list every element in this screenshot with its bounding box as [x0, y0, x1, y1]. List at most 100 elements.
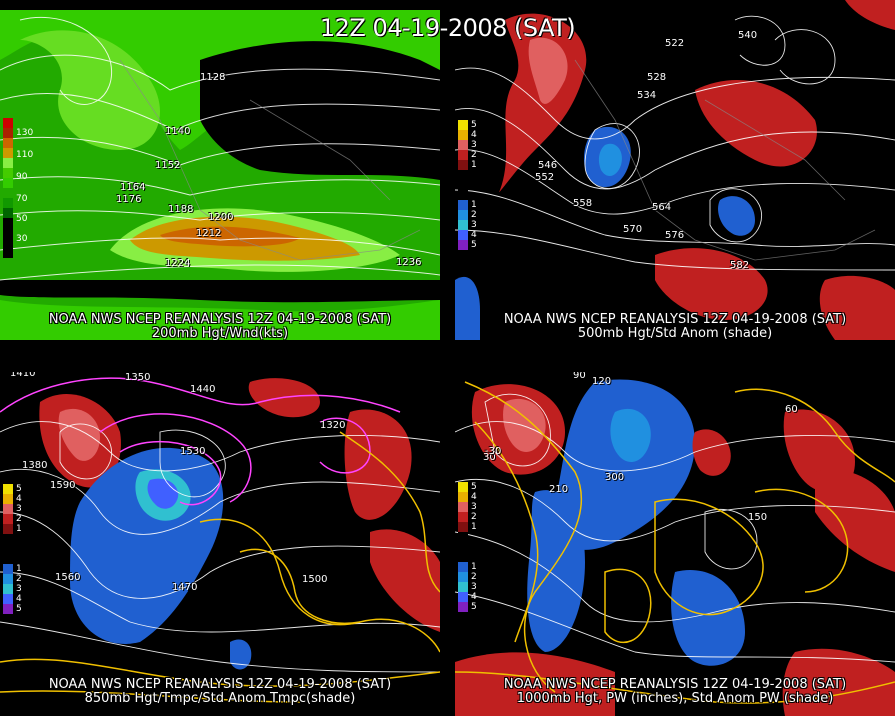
colorbar-label: 1: [16, 564, 22, 574]
contour-label: 90: [573, 372, 586, 381]
caption-line-1: NOAA NWS NCEP REANALYSIS 12Z 04-19-2008 …: [48, 312, 392, 327]
chart-title: 12Z 04-19-2008 (SAT): [319, 14, 576, 42]
colorbar-label: 4: [471, 130, 477, 140]
caption-line-1: NOAA NWS NCEP REANALYSIS 12Z 04-19-2008 …: [503, 312, 847, 327]
contour-label: -30: [485, 446, 502, 457]
contour-label: 1152: [155, 160, 181, 171]
panel-850mb: 5 4 3 2 1 1 2 3 4 5 1410 1380 1350 1440 …: [0, 372, 440, 716]
colorbar-label: 2: [16, 514, 22, 524]
panel-1000mb-pw: 5 4 3 2 1 1 2 3 4 5 90 120 30 210 300 15…: [455, 372, 895, 716]
caption-line-2: 500mb Hgt/Std Anom (shade): [577, 326, 773, 341]
colorbar-label: 3: [471, 502, 477, 512]
contour-label: 558: [573, 198, 593, 209]
contour-label: 1530: [180, 446, 206, 457]
contour-label: 540: [738, 30, 758, 41]
contour-label: 1164: [120, 182, 146, 193]
contour-label: 1470: [172, 582, 198, 593]
colorbar-label: 5: [471, 120, 477, 130]
contour-label: 1212: [196, 228, 222, 239]
contour-label: 570: [623, 224, 643, 235]
map-200mb: [0, 10, 440, 340]
contour-label: 1188: [168, 204, 194, 215]
colorbar-label: 4: [471, 230, 477, 240]
map-500mb: [455, 0, 895, 340]
panel-500mb: 5 4 3 2 1 1 2 3 4 5 522 528 534 540 546 …: [455, 0, 895, 340]
caption-line-1: NOAA NWS NCEP REANALYSIS 12Z 04-19-2008 …: [503, 677, 847, 692]
contour-label: 30: [483, 452, 496, 463]
colorbar-label: 5: [16, 604, 22, 614]
contour-label: 1590: [50, 480, 76, 491]
colorbar-label: 4: [471, 492, 477, 502]
colorbar-label: 3: [16, 584, 22, 594]
contour-label: 1224: [165, 258, 191, 269]
panel-caption: NOAA NWS NCEP REANALYSIS 12Z 04-19-2008 …: [455, 312, 895, 341]
colorbar-label: 30: [16, 234, 28, 244]
panel-caption: NOAA NWS NCEP REANALYSIS 12Z 04-19-2008 …: [0, 678, 440, 706]
colorbar-label: 5: [16, 484, 22, 494]
colorbar-label: 2: [471, 572, 477, 582]
contour-label: 1350: [125, 372, 151, 383]
contour-label: 1236: [396, 257, 422, 268]
colorbar-label: 4: [16, 594, 22, 604]
contour-label: 1380: [22, 460, 48, 471]
colorbar-label: 3: [471, 220, 477, 230]
colorbar-label: 3: [471, 582, 477, 592]
contour-label: 1200: [208, 212, 234, 223]
map-1000mb: [455, 379, 895, 716]
colorbar-500mb: 5 4 3 2 1 1 2 3 4 5: [458, 120, 477, 250]
colorbar-label: 1: [471, 160, 477, 170]
contour-label: 564: [652, 202, 672, 213]
contour-label: 1440: [190, 384, 216, 395]
colorbar-label: 5: [471, 482, 477, 492]
contour-label: 552: [535, 172, 555, 183]
colorbar-label: 1: [471, 562, 477, 572]
colorbar-label: 2: [471, 150, 477, 160]
contour-label: 528: [647, 72, 667, 83]
colorbar-label: 3: [471, 140, 477, 150]
contour-label: 210: [549, 484, 569, 495]
colorbar-label: 1: [16, 524, 22, 534]
contour-label: 522: [665, 38, 685, 49]
contour-label: 576: [665, 230, 685, 241]
colorbar-label: 4: [16, 494, 22, 504]
colorbar-1000mb: 5 4 3 2 1 1 2 3 4 5: [458, 482, 477, 612]
colorbar-label: 50: [16, 214, 28, 224]
contour-label: 150: [748, 512, 768, 523]
colorbar-200mb: 130 110 90 70 50 30: [3, 118, 33, 258]
contour-label: 1128: [200, 72, 226, 83]
caption-line-1: NOAA NWS NCEP REANALYSIS 12Z 04-19-2008 …: [48, 677, 392, 692]
colorbar-label: 2: [471, 512, 477, 522]
caption-line-2: 1000mb Hgt, PW (inches), Std Anom PW (sh…: [516, 691, 834, 706]
colorbar-label: 1: [471, 522, 477, 532]
contour-label: 120: [592, 376, 612, 387]
contour-label: 546: [538, 160, 558, 171]
contour-label: 1176: [116, 194, 142, 205]
colorbar-label: 130: [16, 128, 34, 138]
colorbar-label: 2: [16, 574, 22, 584]
colorbar-label: 70: [16, 194, 28, 204]
contour-label: 534: [637, 90, 657, 101]
contour-label: 1410: [10, 372, 36, 379]
map-850mb: [0, 377, 440, 703]
colorbar-label: 90: [16, 172, 28, 182]
colorbar-label: 2: [471, 210, 477, 220]
caption-line-2: 850mb Hgt/Tmpc/Std Anom Tmpc(shade): [84, 691, 356, 706]
contour-label: 60: [785, 404, 798, 415]
colorbar-label: 3: [16, 504, 22, 514]
contour-label: 1140: [165, 126, 191, 137]
colorbar-label: 4: [471, 592, 477, 602]
contour-label: 1560: [55, 572, 81, 583]
contour-label: 582: [730, 260, 750, 271]
colorbar-label: 1: [471, 200, 477, 210]
colorbar-label: 110: [16, 150, 34, 160]
contour-label: 1320: [320, 420, 346, 431]
colorbar-label: 5: [471, 240, 477, 250]
panel-caption: NOAA NWS NCEP REANALYSIS 12Z 04-19-2008 …: [0, 312, 440, 341]
caption-line-2: 200mb Hgt/Wnd(kts): [151, 326, 289, 341]
contour-label: 300: [605, 472, 625, 483]
contour-label: 1500: [302, 574, 328, 585]
colorbar-850mb: 5 4 3 2 1 1 2 3 4 5: [3, 484, 22, 614]
colorbar-label: 5: [471, 602, 477, 612]
panel-200mb: 130 110 90 70 50 30 1128 1140 1152 1164 …: [0, 0, 440, 340]
panel-caption: NOAA NWS NCEP REANALYSIS 12Z 04-19-2008 …: [455, 678, 895, 706]
